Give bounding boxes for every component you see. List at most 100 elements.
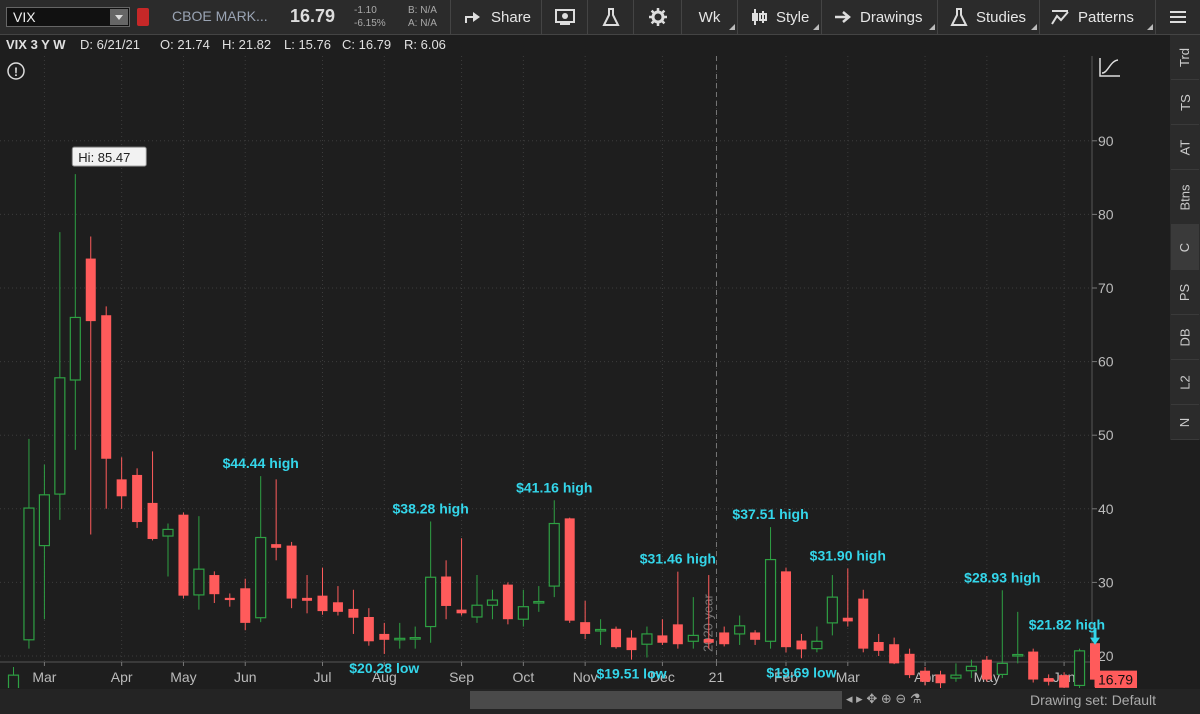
price-annotation: $31.90 high: [810, 547, 886, 563]
menu-button[interactable]: [1156, 0, 1200, 34]
price-annotation: $28.93 high: [964, 569, 1040, 585]
candle-body: [162, 528, 174, 537]
annotations: Hi: 85.47 $44.44 high $38.28 high $41.16 hi…: [7, 62, 1105, 682]
candle: [580, 600, 591, 640]
scroll-right-icon[interactable]: ▸: [856, 691, 863, 706]
net-change: -1.10: [354, 5, 377, 16]
candle: [889, 637, 900, 665]
tab-n-label: N: [1177, 417, 1193, 427]
candle-body: [764, 558, 777, 642]
y-tick-label: 90: [1098, 133, 1114, 149]
zoom-flask-icon[interactable]: ⚗: [909, 691, 922, 706]
snapshot-icon: [554, 9, 575, 25]
candle-body: [456, 609, 467, 614]
candle-body: [611, 628, 622, 648]
price-annotation: $37.51 high: [732, 506, 808, 522]
timeframe-button[interactable]: Wk: [682, 0, 738, 34]
symbol-input[interactable]: VIX: [6, 7, 130, 27]
tab-at[interactable]: AT: [1171, 125, 1199, 170]
candle: [750, 630, 761, 645]
tab-db[interactable]: DB: [1171, 315, 1199, 360]
tab-c-label: C: [1177, 242, 1193, 252]
price-annotation: $44.44 high: [223, 455, 299, 471]
candle-body: [271, 544, 282, 548]
drawing-set-selector[interactable]: Drawing set: Default: [1030, 692, 1157, 708]
drawings-label: Drawings: [860, 8, 923, 26]
candle-body: [38, 494, 51, 547]
candle: [734, 615, 746, 645]
studies-button[interactable]: Studies: [938, 0, 1040, 34]
candle-body: [69, 316, 81, 381]
candle: [1059, 672, 1070, 688]
candle-body: [920, 670, 931, 682]
candle: [286, 541, 297, 609]
tab-ts[interactable]: TS: [1171, 80, 1199, 125]
alert-badge-icon[interactable]: [137, 8, 149, 26]
candle: [379, 622, 390, 654]
crosshair-icon[interactable]: ✥: [866, 691, 878, 706]
candle: [147, 451, 158, 541]
zoom-in-icon[interactable]: ⊕: [880, 691, 892, 706]
candle-body: [533, 600, 545, 604]
candle: [1073, 648, 1086, 688]
vix-candlestick-chart[interactable]: 2020 year 20 30 40 50 60 70 80 90 16.79 Mar Apr Ma…: [0, 56, 1168, 688]
candle-body: [178, 514, 189, 596]
drawings-dropdown-icon: [929, 24, 935, 30]
candle-body: [255, 536, 267, 619]
patterns-button[interactable]: Patterns: [1040, 0, 1156, 34]
candle-body: [548, 522, 560, 587]
tab-trd-label: Trd: [1177, 47, 1193, 67]
candle: [719, 626, 730, 647]
candle: [873, 633, 884, 656]
bar-date: D: 6/21/21: [80, 37, 140, 52]
y-tick-label: 50: [1098, 427, 1114, 443]
share-button[interactable]: Share: [450, 0, 542, 34]
candle-body: [904, 653, 915, 676]
style-button[interactable]: Style: [738, 0, 822, 34]
candle-body: [7, 674, 20, 688]
candle-body: [842, 617, 853, 622]
zoom-controls: ◂ ▸ ✥ ⊕ ⊖ ⚗: [846, 691, 922, 707]
symbol-description: CBOE MARK...: [172, 8, 268, 24]
tab-trd[interactable]: Trd: [1171, 35, 1199, 80]
tab-ps[interactable]: PS: [1171, 270, 1199, 315]
tab-l2[interactable]: L2: [1171, 360, 1199, 405]
snapshot-button[interactable]: [542, 0, 588, 34]
x-tick-label: Mar: [32, 669, 56, 685]
bid: B: N/A: [408, 5, 437, 16]
drawings-button[interactable]: Drawings: [822, 0, 938, 34]
x-tick-label: Apr: [111, 669, 133, 685]
x-tick-label: Oct: [512, 669, 534, 685]
candle: [332, 586, 343, 616]
price-annotation: $19.69 low: [766, 664, 836, 680]
flask-button[interactable]: [588, 0, 634, 34]
candle-body: [641, 633, 653, 645]
scroll-left-icon[interactable]: ◂: [846, 691, 853, 706]
candle: [1090, 642, 1100, 688]
tab-btns[interactable]: Btns: [1171, 170, 1199, 225]
candle-body: [965, 665, 978, 672]
candle-body: [332, 602, 343, 612]
last-price-tag: [1095, 670, 1137, 688]
candle-body: [935, 674, 946, 684]
tab-c[interactable]: C: [1171, 225, 1199, 270]
candle-body: [209, 575, 220, 595]
candle: [564, 517, 575, 623]
horizontal-scrollbar[interactable]: [470, 691, 842, 709]
timeframe-label: Wk: [698, 8, 721, 26]
x-tick-label: Nov: [573, 669, 598, 685]
zoom-out-icon[interactable]: ⊖: [895, 691, 907, 706]
symbol-dropdown-icon[interactable]: [110, 9, 128, 25]
candle-body: [594, 628, 607, 632]
candle-body: [147, 502, 158, 539]
candle-body: [23, 507, 35, 641]
candle: [657, 619, 668, 645]
chart-style-icon: [1099, 58, 1120, 77]
right-sidebar: Trd TS AT Btns C PS DB L2 N: [1170, 35, 1200, 440]
candle: [1012, 611, 1024, 664]
candle-body: [996, 662, 1008, 675]
candle: [486, 589, 499, 620]
tab-n[interactable]: N: [1171, 405, 1199, 440]
settings-button[interactable]: [634, 0, 682, 34]
candle: [69, 174, 81, 450]
